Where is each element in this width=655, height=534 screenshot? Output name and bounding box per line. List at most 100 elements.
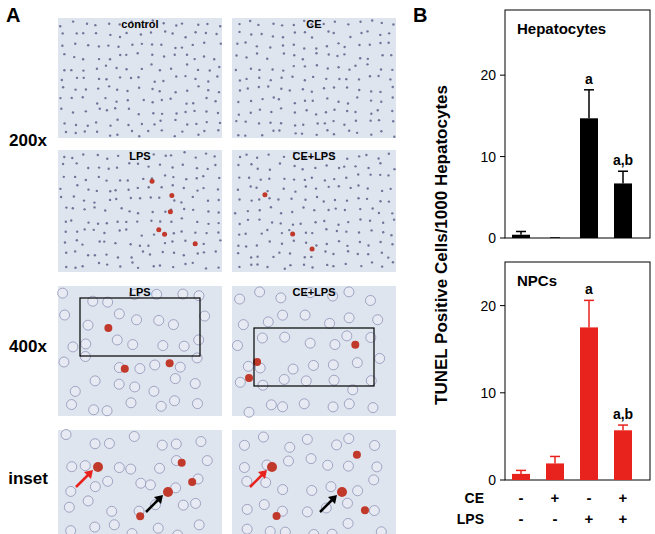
nucleus bbox=[279, 374, 289, 384]
nucleus bbox=[311, 266, 313, 268]
nucleus bbox=[393, 168, 395, 170]
nucleus bbox=[67, 400, 77, 410]
nucleus bbox=[371, 207, 373, 209]
nucleus bbox=[206, 23, 208, 25]
nucleus bbox=[65, 221, 67, 223]
tunel-positive bbox=[163, 487, 173, 497]
nucleus bbox=[354, 65, 356, 67]
nucleus bbox=[238, 320, 248, 330]
nucleus bbox=[391, 212, 393, 214]
nucleus bbox=[315, 47, 317, 49]
nucleus bbox=[114, 379, 124, 389]
nucleus bbox=[196, 177, 198, 179]
nucleus bbox=[97, 154, 99, 156]
nucleus bbox=[278, 98, 280, 100]
nucleus bbox=[138, 113, 140, 115]
nucleus bbox=[203, 243, 205, 245]
nucleus bbox=[370, 113, 372, 115]
nucleus bbox=[137, 267, 139, 269]
nucleus bbox=[95, 121, 97, 123]
nucleus bbox=[266, 58, 268, 60]
nucleus bbox=[107, 44, 109, 46]
nucleus bbox=[261, 478, 271, 488]
nucleus bbox=[129, 243, 131, 245]
nucleus bbox=[83, 77, 85, 79]
nucleus bbox=[370, 90, 372, 92]
nucleus bbox=[135, 364, 145, 374]
nucleus bbox=[161, 99, 163, 101]
nucleus bbox=[282, 36, 284, 38]
nucleus bbox=[159, 120, 161, 122]
nucleus bbox=[59, 97, 61, 99]
nucleus bbox=[323, 87, 325, 89]
panel-caption: CE bbox=[306, 18, 321, 30]
arrow-head bbox=[84, 470, 93, 479]
panel-caption: control bbox=[121, 18, 158, 30]
nucleus bbox=[357, 197, 359, 199]
nucleus bbox=[256, 45, 258, 47]
nucleus bbox=[85, 110, 87, 112]
nucleus bbox=[365, 154, 367, 156]
nucleus bbox=[173, 252, 175, 254]
nucleus bbox=[326, 243, 328, 245]
nucleus bbox=[356, 132, 358, 134]
nucleus bbox=[258, 380, 268, 390]
nucleus bbox=[160, 44, 162, 46]
nucleus bbox=[248, 177, 250, 179]
panel-label: A bbox=[6, 4, 20, 26]
error-cap bbox=[584, 300, 594, 302]
nucleus bbox=[345, 176, 347, 178]
nucleus bbox=[81, 339, 91, 349]
nucleus bbox=[378, 212, 380, 214]
nucleus bbox=[315, 244, 317, 246]
nucleus bbox=[343, 53, 345, 55]
nucleus bbox=[209, 69, 211, 71]
nucleus bbox=[302, 123, 304, 125]
nucleus bbox=[382, 222, 384, 224]
nucleus bbox=[250, 111, 252, 113]
nucleus bbox=[147, 130, 149, 132]
nucleus bbox=[157, 440, 167, 450]
nucleus bbox=[324, 122, 326, 124]
nucleus bbox=[393, 218, 395, 220]
nucleus bbox=[257, 24, 259, 26]
nucleus bbox=[138, 87, 140, 89]
nucleus bbox=[114, 309, 124, 319]
nucleus bbox=[304, 199, 306, 201]
nucleus bbox=[258, 122, 260, 124]
nucleus bbox=[173, 530, 183, 534]
nucleus bbox=[190, 379, 200, 389]
nucleus bbox=[278, 310, 288, 320]
nucleus bbox=[162, 80, 164, 82]
annotation: a bbox=[585, 281, 593, 297]
nucleus bbox=[115, 67, 117, 69]
nucleus bbox=[346, 110, 348, 112]
nucleus bbox=[182, 164, 184, 166]
nucleus bbox=[151, 54, 153, 56]
nucleus bbox=[183, 208, 185, 210]
nucleus bbox=[302, 88, 304, 90]
bar bbox=[580, 118, 598, 238]
nucleus bbox=[278, 485, 288, 495]
nucleus bbox=[268, 178, 270, 180]
nucleus bbox=[305, 185, 307, 187]
nucleus bbox=[306, 454, 316, 464]
tunel-positive bbox=[351, 341, 359, 349]
nucleus bbox=[305, 242, 307, 244]
error-cap bbox=[516, 470, 526, 472]
error-bar bbox=[550, 238, 560, 239]
nucleus bbox=[128, 108, 130, 110]
nucleus bbox=[367, 167, 369, 169]
treatment-sign: + bbox=[619, 510, 628, 527]
nucleus bbox=[280, 77, 282, 79]
nucleus bbox=[172, 176, 174, 178]
nucleus bbox=[280, 222, 282, 224]
nucleus bbox=[175, 112, 177, 114]
nucleus bbox=[235, 120, 237, 122]
nucleus bbox=[90, 376, 100, 386]
nucleus bbox=[129, 431, 139, 441]
nucleus bbox=[392, 23, 394, 25]
nucleus bbox=[139, 197, 141, 199]
nucleus bbox=[170, 68, 172, 70]
nucleus bbox=[343, 46, 345, 48]
